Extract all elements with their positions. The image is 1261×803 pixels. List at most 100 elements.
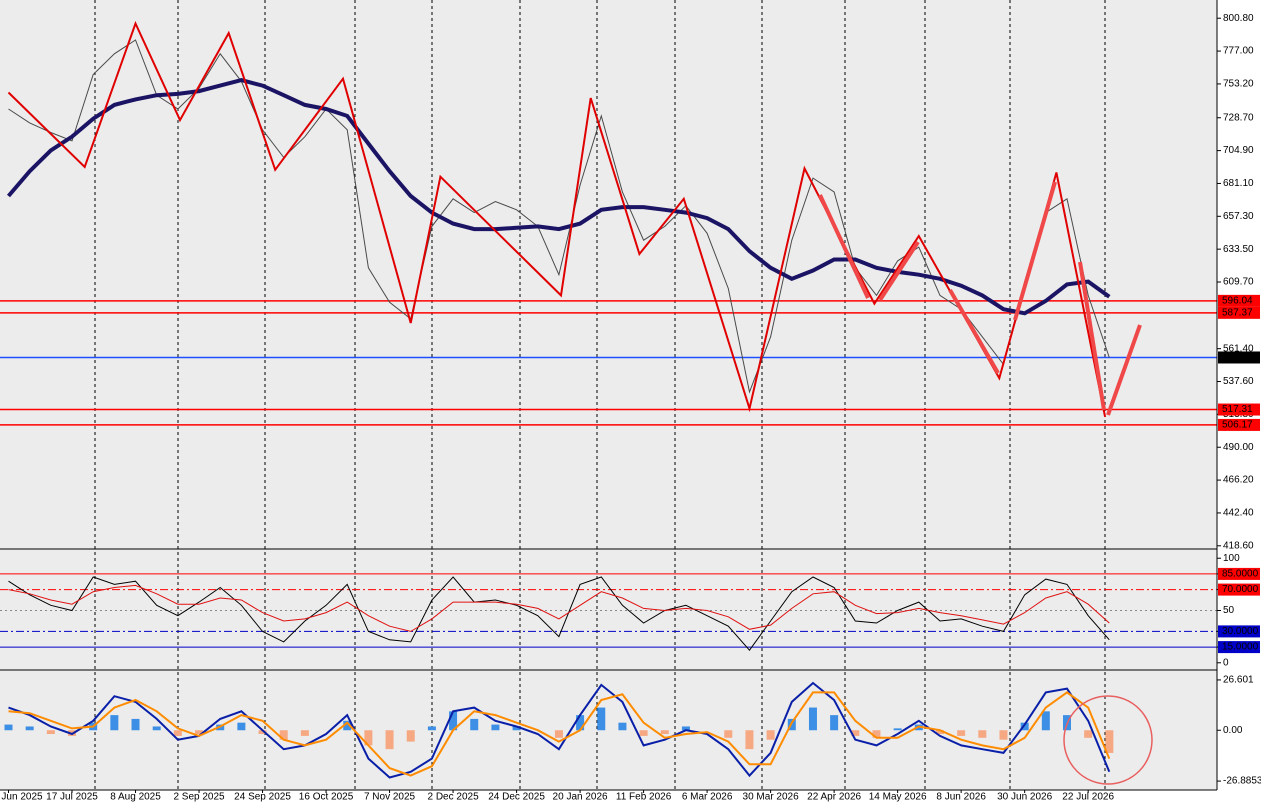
x-tick-label: 2 Sep 2025 [173,792,225,803]
y-tick-label: 753.20 [1223,79,1254,90]
x-tick-label: 8 Aug 2025 [110,792,161,803]
y-tick-label: 609.70 [1223,277,1254,288]
macd-histogram [681,726,690,731]
signal-line [8,691,1111,777]
macd-histogram [1020,722,1029,731]
macd-histogram [491,724,500,731]
x-tick-label: 17 Jul 2025 [46,792,98,803]
macd-histogram [618,722,627,731]
y-tick-label: 704.90 [1223,145,1254,156]
macd-histogram [597,707,606,731]
macd-histogram [639,730,648,736]
y-tick-label: 100 [1223,553,1240,564]
macd-histogram [745,730,754,750]
x-tick-label: 11 Feb 2026 [616,792,672,803]
macd-histogram [1084,730,1093,738]
macd-histogram [258,730,267,735]
macd-histogram [25,726,34,731]
macd-histogram [364,730,373,746]
macd-histogram [830,715,839,731]
y-tick-label: 418.60 [1223,540,1254,551]
zigzag [7,20,1107,418]
macd-histogram [449,711,458,731]
x-tick-label: 7 Nov 2025 [364,792,416,803]
y-tick-label: 681.10 [1223,178,1254,189]
x-tick-label: 22 Apr 2026 [807,792,861,803]
macd-histogram [4,724,13,731]
x-tick-label: 22 Jul 2026 [1062,792,1114,803]
macd-histogram [576,715,585,731]
y-tick-label: 50 [1223,605,1235,616]
macd-histogram [978,730,987,738]
level-label-bg [1218,583,1260,596]
macd-histogram [343,720,352,731]
y-tick-label: 15.0000 [1222,642,1259,653]
macd-histogram [554,730,563,738]
level-label-bg [1218,625,1260,638]
macd-histogram [427,726,436,731]
y-tick-label: 657.30 [1223,211,1254,222]
macd-histogram [470,718,479,731]
x-tick-label: 14 May 2026 [869,792,927,803]
y-tick-label: 442.40 [1223,508,1254,519]
macd-line [8,681,1111,779]
macd-histogram [110,715,119,731]
price-line [8,39,1110,394]
macd-histogram [300,730,309,736]
macd-histogram [173,730,182,736]
macd-histogram [237,722,246,731]
macd-histogram [957,730,966,736]
y-tick-label: -26.8853 [1223,776,1261,787]
y-tick-label: 0 [1223,657,1229,668]
x-tick-label: Jun 2025 [1,792,43,803]
level-label: 587.37 [1222,307,1253,318]
level-label-bg [1218,403,1260,416]
macd-histogram [46,730,55,735]
y-tick-label: 70.0000 [1222,584,1259,595]
y-tick-label: 800.80 [1223,13,1254,24]
macd-histogram [851,730,860,736]
x-tick-label: 24 Sep 2025 [234,792,291,803]
y-tick-label: 777.00 [1223,46,1254,57]
level-label: 596.04 [1222,296,1253,307]
macd-histogram [195,730,204,735]
annotation-circle [1063,695,1153,785]
x-tick-label: 8 Jun 2026 [936,792,986,803]
moving-average [6,78,1111,316]
x-tick-label: 2 Dec 2025 [427,792,479,803]
drawn-arrows [818,181,1142,416]
rsi-slow [8,584,1110,632]
level-label-bg [1218,418,1260,431]
y-tick-label: 728.70 [1223,112,1254,123]
macd-histogram [131,718,140,731]
macd-histogram [1041,711,1050,731]
y-tick-label: 0.00 [1223,725,1243,736]
macd-histogram [152,726,161,731]
y-tick-label: 490.00 [1223,442,1254,453]
y-tick-label: 466.20 [1223,475,1254,486]
macd-histogram [406,730,415,742]
rsi-fast [8,576,1110,651]
y-tick-label: 85.0000 [1222,569,1259,580]
level-label-bg [1218,351,1260,364]
level-label: 555.02 [1222,352,1253,363]
macd-histogram [766,730,775,740]
level-label: 506.17 [1222,420,1253,431]
macd-histogram [1105,730,1114,753]
x-tick-label: 20 Jan 2026 [553,792,608,803]
x-tick-label: 16 Oct 2025 [299,792,354,803]
y-tick-label: 30.0000 [1222,626,1259,637]
level-label-bg [1218,294,1260,307]
level-label: 517.31 [1222,404,1253,415]
level-label-bg [1218,641,1260,654]
x-tick-label: 6 Mar 2026 [682,792,733,803]
plot-background [0,0,1217,790]
macd-histogram [935,730,944,735]
y-tick-label: 561.40 [1223,343,1254,354]
macd-histogram [808,707,817,731]
level-label-bg [1218,567,1260,580]
y-tick-label: 537.60 [1223,376,1254,387]
macd-histogram [724,730,733,738]
macd-histogram [279,730,288,740]
